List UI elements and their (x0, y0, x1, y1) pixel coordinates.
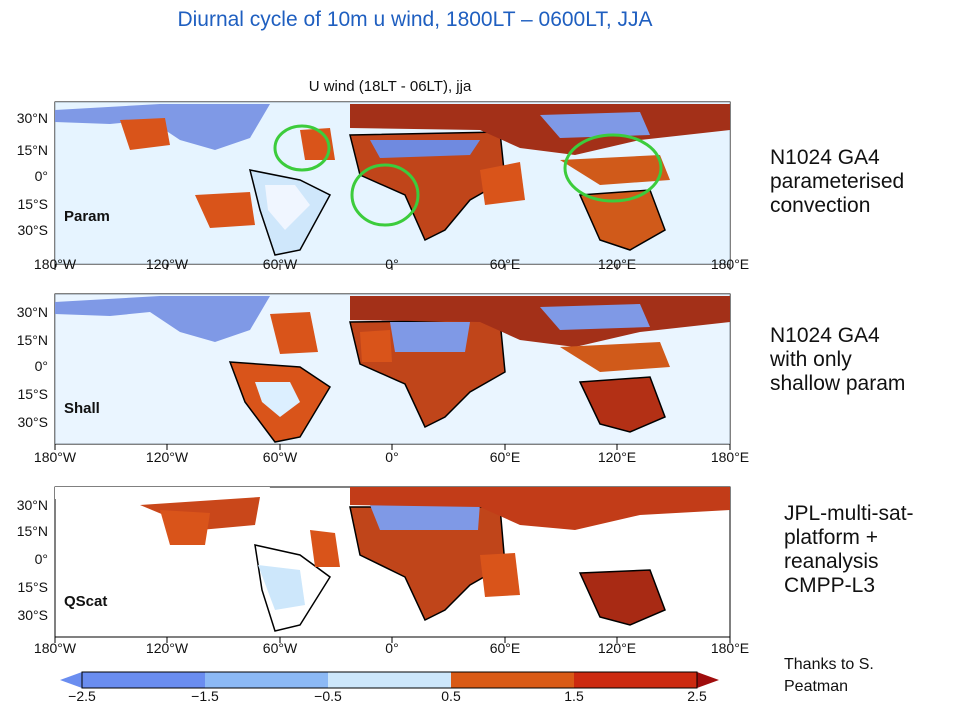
panel-label: QScat (64, 593, 108, 610)
colorbar-swatch (60, 672, 82, 688)
panel-description-shall: N1024 GA4 with only shallow param (770, 324, 905, 396)
description-line: convection (770, 194, 871, 217)
lat-label: 15°S (17, 386, 48, 402)
thanks-line: Peatman (784, 678, 849, 695)
lon-label: 180°W (33, 640, 77, 656)
description-line: CMPP-L3 (784, 574, 876, 597)
colorbar-swatch (574, 672, 697, 688)
description-line: JPL-multi-sat- (784, 502, 914, 525)
lon-label: 0° (385, 256, 399, 272)
lon-label: 180°E (710, 256, 750, 272)
lat-label: 0° (34, 168, 48, 184)
lat-label: 30°S (17, 222, 48, 238)
description-line: parameterised (770, 170, 905, 193)
page-title: Diurnal cycle of 10m u wind, 1800LT – 06… (177, 8, 653, 31)
lon-label: 0° (385, 449, 399, 465)
lon-label: 60°E (489, 640, 521, 656)
lon-label: 120°W (145, 449, 189, 465)
lat-label: 0° (34, 551, 48, 567)
highlight-circle (273, 124, 331, 172)
lon-label: 60°E (489, 256, 521, 272)
colorbar-tick: −2.5 (68, 688, 96, 704)
lat-label: 30°N (16, 497, 48, 513)
colorbar-svg (60, 671, 719, 689)
colorbar-tick: −0.5 (314, 688, 342, 704)
map-svg-shall (54, 293, 731, 450)
colorbar-tick: 0.5 (441, 688, 461, 704)
panel-label: Param (64, 208, 110, 225)
lat-label: 15°N (16, 332, 48, 348)
colorbar-swatch (697, 672, 719, 688)
panel-description-qscat: JPL-multi-sat- platform + reanalysis CMP… (784, 502, 914, 598)
colorbar-swatch (328, 672, 451, 688)
lon-label: 180°E (710, 640, 750, 656)
lon-label: 60°W (262, 449, 298, 465)
lat-label: 15°S (17, 196, 48, 212)
colorbar (0, 670, 760, 720)
description-line: with only (770, 348, 852, 371)
colorbar-swatch (82, 672, 205, 688)
description-line: platform + (784, 526, 878, 549)
lat-label: 30°S (17, 607, 48, 623)
colorbar-tick: 1.5 (564, 688, 584, 704)
acknowledgement: Thanks to S. Peatman (784, 654, 954, 698)
description-line: reanalysis (784, 550, 879, 573)
lon-label: 120°E (597, 640, 637, 656)
colorbar-swatch (205, 672, 328, 688)
lon-label: 180°W (33, 449, 77, 465)
lon-label: 0° (385, 640, 399, 656)
map-panel-shall: 30°N 15°N 0° 15°S 30°S Shall 180°W 120°W… (0, 292, 760, 472)
map-panel-qscat: 30°N 15°N 0° 15°S 30°S QScat 180°W 120°W… (0, 485, 760, 665)
panel-description-param: N1024 GA4 parameterised convection (770, 146, 904, 218)
highlight-circle (350, 163, 420, 227)
highlight-circle (563, 133, 663, 203)
lat-label: 15°N (16, 523, 48, 539)
lon-label: 60°E (489, 449, 521, 465)
lon-label: 120°W (145, 640, 189, 656)
description-line: N1024 GA4 (770, 146, 880, 169)
lat-label: 15°N (16, 142, 48, 158)
lon-label: 120°W (145, 256, 189, 272)
panel-label: Shall (64, 400, 100, 417)
colorbar-tick: 2.5 (687, 688, 707, 704)
lon-label: 180°E (710, 449, 750, 465)
map-svg-param (54, 101, 731, 270)
lat-label: 30°N (16, 110, 48, 126)
description-line: shallow param (770, 372, 906, 395)
lat-label: 30°S (17, 414, 48, 430)
colorbar-swatch (451, 672, 574, 688)
lat-label: 0° (34, 358, 48, 374)
lon-label: 60°W (262, 256, 298, 272)
map-panel-param: 30°N 15°N 0° 15°S 30°S Param 180°W 120°W… (0, 100, 760, 280)
thanks-line: Thanks to S. (784, 656, 874, 673)
map-subtitle: U wind (18LT - 06LT), jja (308, 78, 472, 95)
lon-label: 120°E (597, 256, 637, 272)
lat-label: 30°N (16, 304, 48, 320)
lon-label: 60°W (262, 640, 298, 656)
lat-label: 15°S (17, 579, 48, 595)
map-svg-qscat (54, 486, 731, 643)
lon-label: 120°E (597, 449, 637, 465)
lon-label: 180°W (33, 256, 77, 272)
description-line: N1024 GA4 (770, 324, 880, 347)
colorbar-tick: −1.5 (191, 688, 219, 704)
